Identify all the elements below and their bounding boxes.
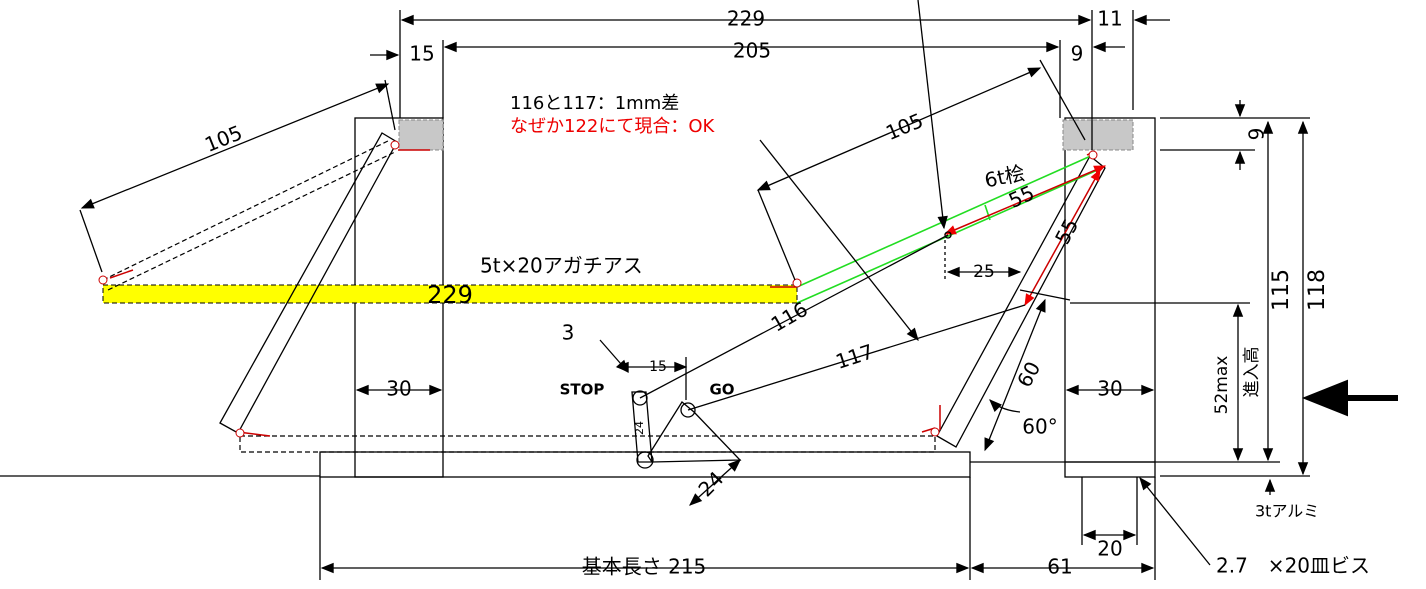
- label: 5t×20アガチアス: [480, 254, 643, 278]
- dim-label: 20: [1097, 537, 1122, 561]
- dim-label: 25: [973, 262, 995, 282]
- label: 3tアルミ: [1255, 502, 1319, 521]
- label: 52max: [1212, 356, 1232, 415]
- dim-label: 205: [733, 39, 771, 63]
- note-red: なぜか122にて現合：OK: [510, 116, 716, 137]
- dim-label: 30: [386, 377, 411, 401]
- dim-label: 30: [1097, 377, 1122, 401]
- dim-label: 15: [409, 42, 434, 66]
- dim-label: 61: [1047, 555, 1072, 579]
- dim-label: 9: [1071, 42, 1084, 66]
- dim-label: 117: [833, 339, 877, 374]
- dim-label: 118: [1305, 269, 1330, 311]
- label: GO: [709, 381, 734, 399]
- label: 3: [562, 321, 575, 345]
- dim-label: 9: [1245, 128, 1269, 141]
- dim-label: 105: [201, 120, 245, 157]
- dim-label: 15: [649, 359, 667, 375]
- dim-label: 229: [427, 281, 473, 309]
- note: 116と117：1mm差: [510, 93, 679, 114]
- dim-label: 60: [1012, 357, 1045, 391]
- dim-label: 11: [1097, 7, 1122, 31]
- dim-label: 105: [882, 108, 927, 145]
- dim-label: 24: [693, 466, 728, 501]
- label: STOP: [560, 381, 605, 399]
- label: 2.7 ×20皿ビス: [1216, 554, 1370, 578]
- dim-label: 229: [727, 7, 765, 31]
- label: 進入高: [1242, 347, 1262, 398]
- dim-label: 24: [633, 421, 646, 435]
- label: 60°: [1022, 415, 1057, 439]
- dim-label: 基本長さ 215: [582, 555, 707, 579]
- drawing: 229 11 15 205 9 116と117：1mm差 なぜか122にて現合：…: [0, 0, 1426, 589]
- dim-label: 115: [1269, 269, 1294, 311]
